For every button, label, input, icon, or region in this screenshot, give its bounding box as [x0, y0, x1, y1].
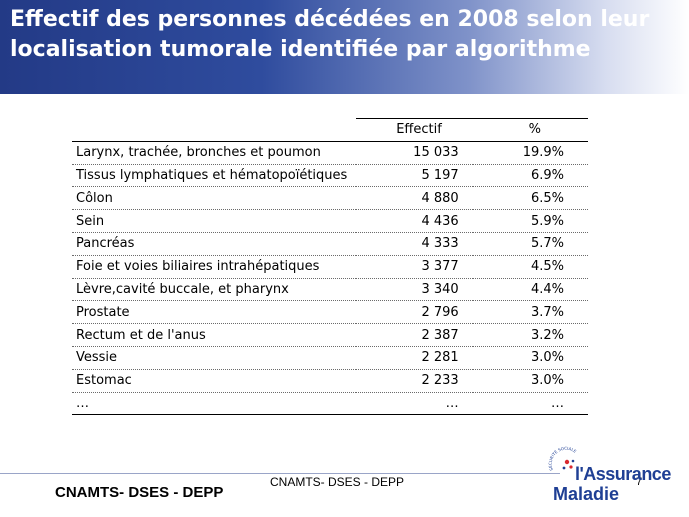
row-label: Estomac — [72, 369, 357, 393]
footer-organization: CNAMTS- DSES - DEPP — [55, 484, 224, 501]
row-label: Foie et voies biliaires intrahépatiques — [72, 255, 357, 279]
assurance-maladie-logo: SÉCURITÉ SOCIALE l'Assurance Maladie — [545, 440, 685, 510]
row-percent: 3.0% — [472, 346, 588, 370]
row-label: … — [72, 392, 357, 416]
footer-divider — [0, 473, 560, 474]
column-header-label — [72, 118, 357, 142]
row-effectif: 4 436 — [356, 209, 473, 233]
row-effectif: 15 033 — [356, 141, 473, 165]
row-label: Lèvre,cavité buccale, et pharynx — [72, 278, 357, 302]
table-row: Côlon 4 880 6.5% — [72, 186, 588, 211]
row-percent: 4.5% — [472, 255, 588, 279]
row-percent: 5.9% — [472, 209, 588, 233]
row-effectif: 3 377 — [356, 255, 473, 279]
table-row: Lèvre,cavité buccale, et pharynx 3 340 4… — [72, 278, 588, 302]
row-percent: 3.0% — [472, 369, 588, 393]
row-percent: 4.4% — [472, 278, 588, 302]
row-effectif: … — [356, 392, 473, 416]
row-label: Sein — [72, 209, 357, 233]
table-row: Sein 4 436 5.9% — [72, 209, 588, 233]
row-effectif: 2 387 — [356, 323, 473, 347]
table-row: Larynx, trachée, bronches et poumon 15 0… — [72, 141, 588, 165]
row-effectif: 5 197 — [356, 164, 473, 188]
row-effectif: 4 880 — [356, 186, 473, 211]
row-effectif: 4 333 — [356, 232, 473, 256]
logo-text-line2: Maladie — [553, 484, 620, 504]
row-label: Prostate — [72, 300, 357, 325]
table-header-row: Effectif % — [72, 118, 588, 142]
row-label: Larynx, trachée, bronches et poumon — [72, 141, 357, 165]
row-effectif: 2 281 — [356, 346, 473, 370]
footer-center-text: CNAMTS- DSES - DEPP — [270, 475, 405, 489]
column-header-percent: % — [472, 118, 588, 142]
securite-sociale-arc-icon: SÉCURITÉ SOCIALE — [548, 446, 578, 472]
table-row: Tissus lymphatiques et hématopoïétiques … — [72, 164, 588, 188]
data-table: Effectif % Larynx, trachée, bronches et … — [72, 118, 588, 416]
row-label: Pancréas — [72, 232, 357, 256]
row-percent: 6.5% — [472, 186, 588, 211]
row-percent: … — [472, 392, 588, 416]
table-row: Rectum et de l'anus 2 387 3.2% — [72, 323, 588, 347]
table-row: Vessie 2 281 3.0% — [72, 346, 588, 370]
page-title: Effectif des personnes décédées en 2008 … — [10, 7, 650, 62]
logo-text-line1: l'Assurance — [575, 464, 671, 484]
header-banner: Effectif des personnes décédées en 2008 … — [0, 0, 689, 94]
row-effectif: 2 233 — [356, 369, 473, 393]
row-effectif: 2 796 — [356, 300, 473, 325]
row-percent: 3.7% — [472, 300, 588, 325]
row-percent: 3.2% — [472, 323, 588, 347]
row-percent: 6.9% — [472, 164, 588, 188]
row-percent: 19.9% — [472, 141, 588, 165]
row-label: Vessie — [72, 346, 357, 370]
table-row: Estomac 2 233 3.0% — [72, 369, 588, 393]
table-row: Prostate 2 796 3.7% — [72, 300, 588, 325]
row-label: Tissus lymphatiques et hématopoïétiques — [72, 164, 357, 188]
page-number: 7 — [636, 476, 643, 488]
column-header-effectif: Effectif — [356, 118, 473, 142]
table-row: … … … — [72, 392, 588, 416]
table-row: Pancréas 4 333 5.7% — [72, 232, 588, 256]
row-label: Rectum et de l'anus — [72, 323, 357, 347]
row-effectif: 3 340 — [356, 278, 473, 302]
row-percent: 5.7% — [472, 232, 588, 256]
table-row: Foie et voies biliaires intrahépatiques … — [72, 255, 588, 279]
row-label: Côlon — [72, 186, 357, 211]
